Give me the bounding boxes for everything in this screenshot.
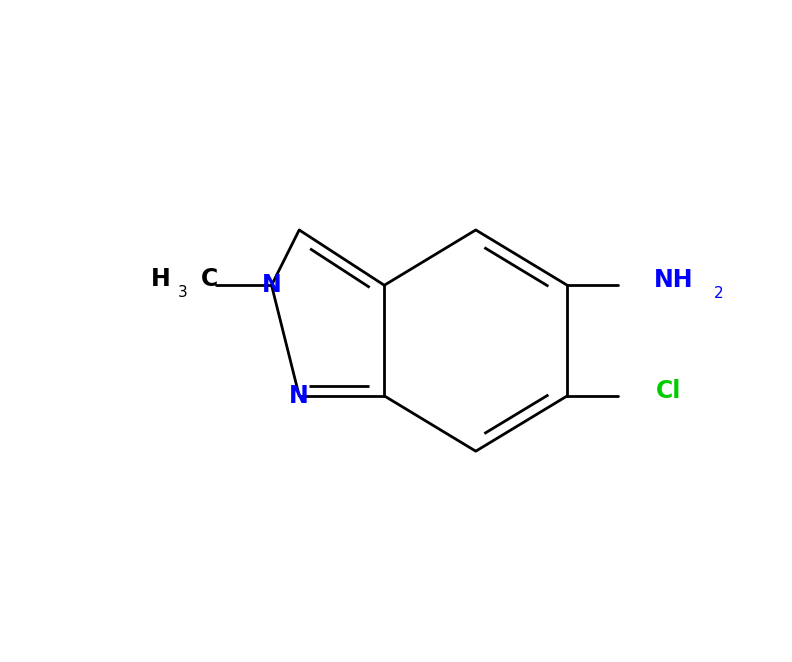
Text: C: C — [201, 267, 219, 291]
Text: 3: 3 — [178, 285, 188, 300]
Text: H: H — [150, 267, 170, 291]
Text: Cl: Cl — [656, 379, 681, 402]
Text: N: N — [289, 384, 309, 408]
Text: N: N — [261, 273, 281, 297]
Text: 2: 2 — [714, 286, 724, 301]
Text: NH: NH — [653, 268, 693, 292]
